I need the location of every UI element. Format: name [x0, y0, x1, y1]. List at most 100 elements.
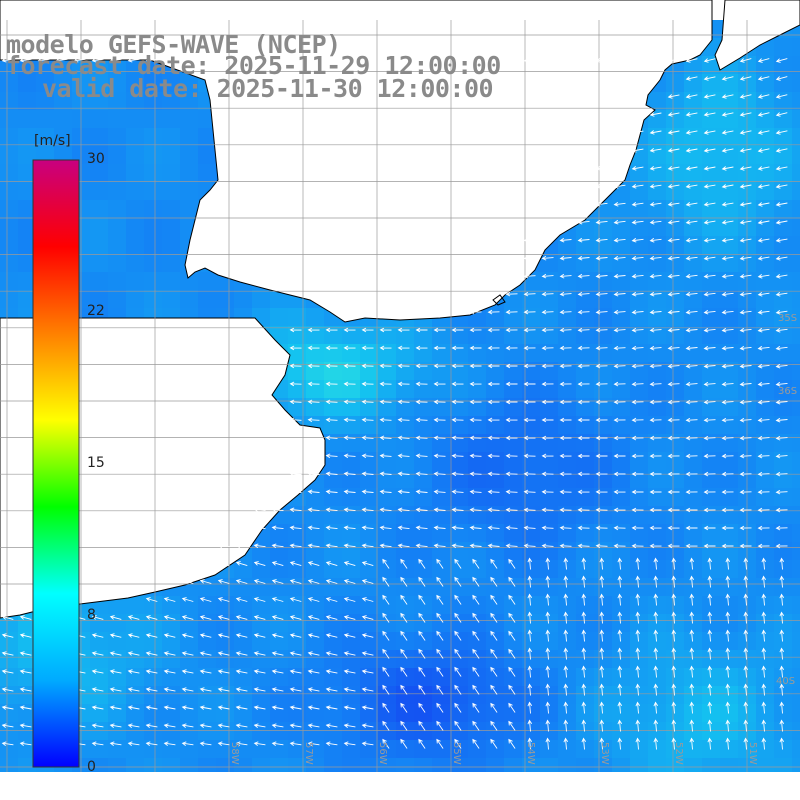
wind-arrow — [721, 76, 734, 81]
wind-arrow — [527, 629, 533, 642]
wind-arrow — [563, 683, 569, 696]
wind-arrow — [703, 148, 716, 153]
wind-arrow — [487, 291, 500, 297]
wind-arrow — [685, 471, 698, 477]
wind-arrow — [653, 683, 659, 696]
wind-arrow — [757, 489, 770, 495]
wind-arrow — [325, 327, 338, 333]
wind-arrow — [631, 255, 644, 261]
wind-arrow — [703, 291, 716, 297]
wind-arrow — [707, 701, 713, 714]
wind-arrow — [397, 417, 410, 423]
wind-arrow — [487, 471, 500, 477]
wind-arrow — [689, 557, 695, 570]
wind-arrow — [761, 629, 767, 642]
wind-arrow — [1, 57, 14, 63]
wind-arrow — [451, 345, 464, 351]
wind-arrow — [469, 507, 482, 513]
wind-arrow — [541, 345, 554, 351]
wind-arrow — [725, 575, 731, 588]
wind-arrow — [235, 633, 248, 638]
wind-arrow — [635, 665, 641, 678]
wind-arrow — [631, 273, 644, 279]
wind-arrow — [451, 381, 464, 387]
wind-arrow — [649, 525, 662, 531]
wind-arrow — [739, 292, 752, 297]
wind-arrow — [671, 575, 677, 588]
wind-arrow — [653, 665, 659, 678]
wind-arrow — [617, 647, 623, 660]
wind-arrow — [599, 557, 605, 570]
wind-arrow — [559, 219, 572, 225]
wind-arrow — [577, 273, 590, 279]
wind-arrow — [649, 58, 662, 63]
wind-arrow — [487, 363, 500, 369]
wind-arrow — [739, 381, 752, 387]
wind-arrow — [382, 666, 390, 677]
wind-arrow — [199, 597, 212, 602]
wind-arrow — [775, 238, 788, 243]
wind-arrow — [163, 669, 176, 674]
wind-arrow — [613, 525, 626, 531]
wind-arrow — [649, 237, 662, 243]
wind-arrow — [400, 720, 408, 731]
wind-arrow — [271, 723, 284, 728]
wind-arrow — [577, 381, 590, 387]
wind-arrow — [433, 489, 446, 495]
wind-arrow — [199, 687, 212, 692]
wind-arrow — [418, 630, 426, 641]
wind-arrow — [541, 273, 554, 279]
wind-arrow — [703, 184, 716, 189]
wind-arrow — [649, 471, 662, 477]
wind-arrow — [649, 255, 662, 261]
wind-arrow — [505, 489, 518, 495]
wind-arrow — [325, 381, 338, 387]
wind-arrow — [739, 363, 752, 369]
wind-arrow — [451, 58, 464, 63]
wind-arrow — [289, 633, 302, 638]
wind-arrow — [289, 471, 302, 477]
wind-arrow — [541, 507, 554, 513]
wind-arrow — [508, 630, 516, 641]
wind-arrow — [779, 611, 785, 624]
wind-arrow — [667, 525, 680, 531]
wind-arrow — [91, 57, 104, 63]
wind-arrow — [739, 76, 752, 81]
wind-arrow — [739, 94, 752, 99]
wind-arrow — [289, 381, 302, 387]
wind-arrow — [382, 684, 390, 695]
wind-arrow — [379, 399, 392, 405]
wind-arrow — [523, 453, 536, 459]
wind-arrow — [382, 702, 390, 713]
wind-arrow — [541, 291, 554, 297]
wind-arrow — [487, 525, 500, 531]
wind-arrow — [721, 130, 734, 135]
wind-arrow — [400, 612, 408, 623]
wind-arrow — [145, 723, 158, 728]
wind-arrow — [235, 723, 248, 728]
wind-arrow — [613, 381, 626, 387]
wind-arrow — [472, 576, 480, 587]
wind-arrow — [779, 719, 785, 732]
wind-arrow — [703, 417, 716, 423]
wind-arrow — [775, 166, 788, 171]
wind-arrow — [617, 665, 623, 678]
model-title: modelo GEFS-WAVE (NCEP) — [6, 30, 341, 59]
wind-arrow — [703, 94, 716, 99]
wind-arrow — [505, 309, 518, 315]
wind-arrow — [109, 669, 122, 674]
wind-arrow — [613, 202, 626, 207]
wind-arrow — [400, 702, 408, 713]
wind-arrow — [307, 687, 320, 692]
wind-arrow — [545, 611, 551, 624]
wind-arrow — [343, 435, 356, 441]
wind-arrow — [617, 629, 623, 642]
wind-arrow — [703, 202, 716, 207]
wind-arrow — [757, 130, 770, 135]
wind-arrow — [253, 579, 266, 584]
wind-arrow — [595, 525, 608, 531]
wind-arrow — [163, 651, 176, 656]
wind-arrow — [649, 309, 662, 315]
wind-arrow — [472, 594, 480, 605]
wind-arrow — [739, 256, 752, 261]
